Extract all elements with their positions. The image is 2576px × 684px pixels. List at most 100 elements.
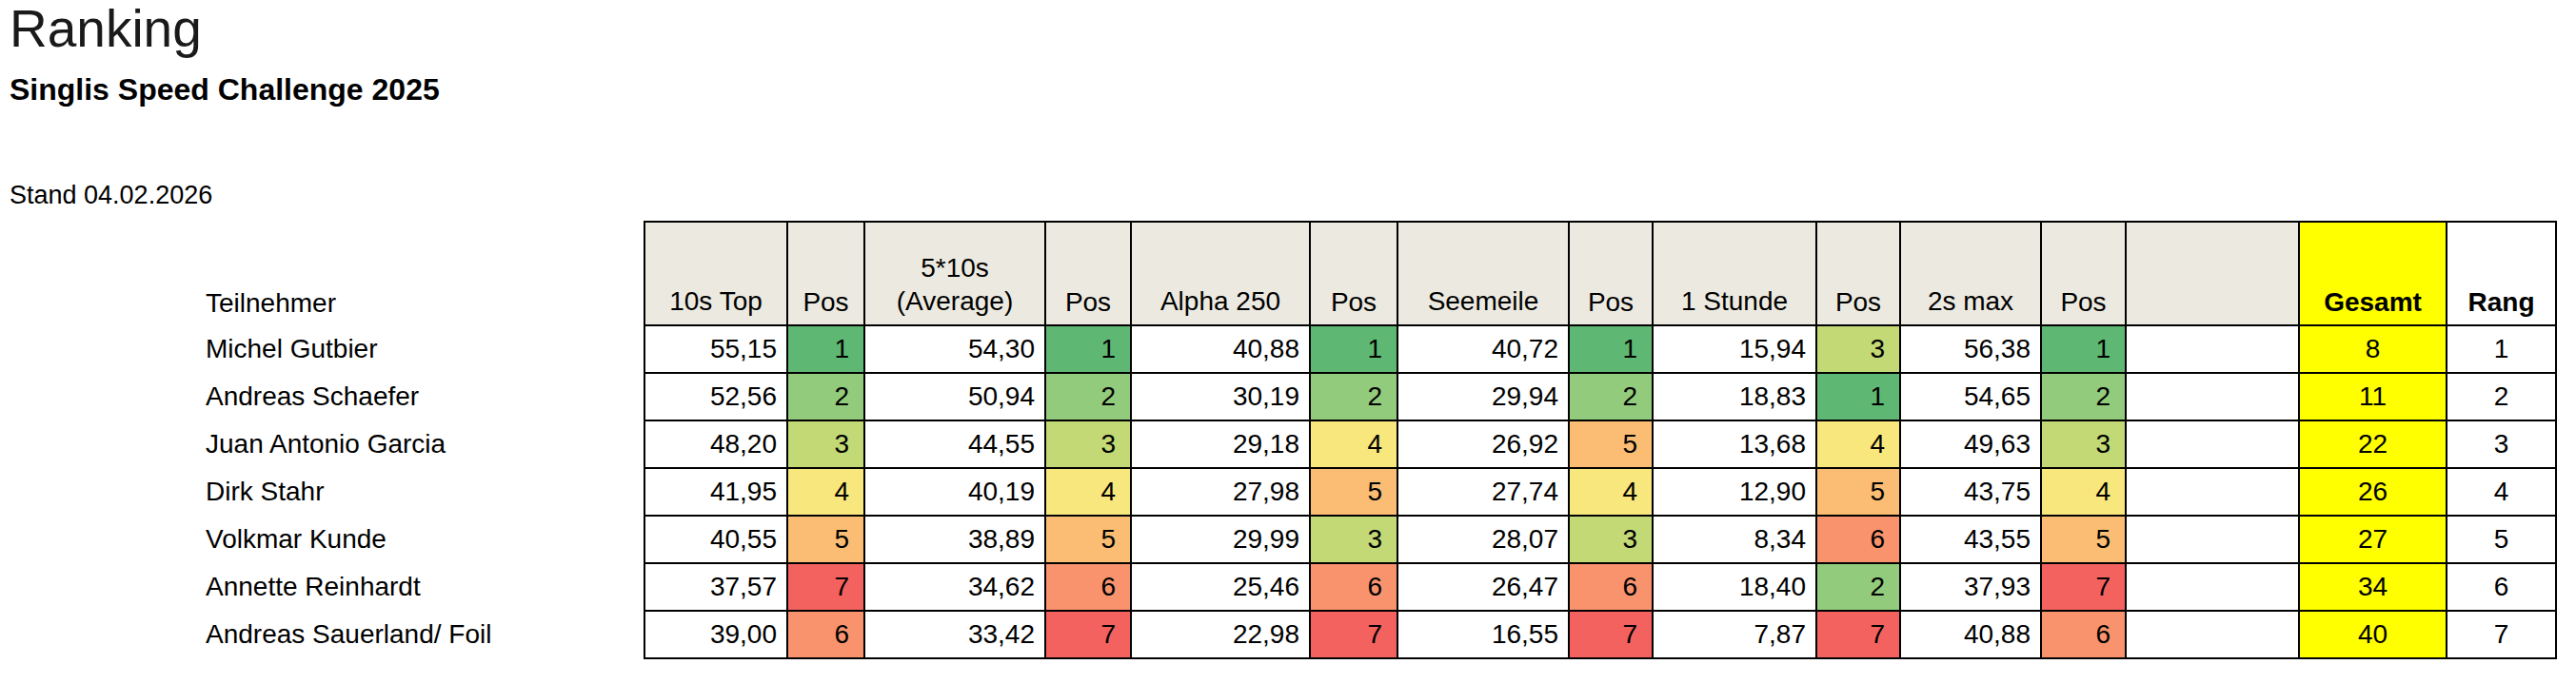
col-header-2s-max[interactable]: 2s max [1900,222,2041,325]
rang-cell[interactable]: 1 [2447,325,2556,373]
value-cell-5x10s-average[interactable]: 40,19 [864,468,1045,516]
value-cell-5x10s-average[interactable]: 38,89 [864,516,1045,563]
gesamt-cell[interactable]: 40 [2299,611,2447,658]
gesamt-cell[interactable]: 27 [2299,516,2447,563]
rang-cell[interactable]: 4 [2447,468,2556,516]
value-cell-5x10s-average[interactable]: 44,55 [864,420,1045,468]
value-cell-alpha-250[interactable]: 30,19 [1131,373,1310,420]
value-cell-alpha-250[interactable]: 22,98 [1131,611,1310,658]
value-cell-1-stunde[interactable]: 15,94 [1653,325,1816,373]
pos-cell-seemeile[interactable]: 2 [1569,373,1653,420]
gesamt-cell[interactable]: 11 [2299,373,2447,420]
pos-cell-2s-max[interactable]: 1 [2041,325,2126,373]
pos-cell-seemeile[interactable]: 4 [1569,468,1653,516]
col-header-pos-10s-top[interactable]: Pos [787,222,864,325]
rang-cell[interactable]: 6 [2447,563,2556,611]
name-cell[interactable]: Andreas Schaefer [204,373,644,420]
pos-cell-10s-top[interactable]: 7 [787,563,864,611]
name-cell[interactable]: Volkmar Kunde [204,516,644,563]
value-cell-1-stunde[interactable]: 12,90 [1653,468,1816,516]
spacer-cell[interactable] [2126,468,2299,516]
gesamt-cell[interactable]: 22 [2299,420,2447,468]
pos-cell-alpha-250[interactable]: 6 [1310,563,1397,611]
value-cell-2s-max[interactable]: 54,65 [1900,373,2041,420]
pos-cell-2s-max[interactable]: 4 [2041,468,2126,516]
pos-cell-1-stunde[interactable]: 4 [1816,420,1900,468]
rang-cell[interactable]: 7 [2447,611,2556,658]
value-cell-10s-top[interactable]: 48,20 [644,420,787,468]
value-cell-seemeile[interactable]: 28,07 [1397,516,1569,563]
spacer-cell[interactable] [2126,516,2299,563]
value-cell-seemeile[interactable]: 40,72 [1397,325,1569,373]
pos-cell-10s-top[interactable]: 2 [787,373,864,420]
pos-cell-2s-max[interactable]: 5 [2041,516,2126,563]
value-cell-2s-max[interactable]: 40,88 [1900,611,2041,658]
pos-cell-1-stunde[interactable]: 6 [1816,516,1900,563]
pos-cell-5x10s-average[interactable]: 2 [1045,373,1131,420]
value-cell-1-stunde[interactable]: 18,40 [1653,563,1816,611]
pos-cell-alpha-250[interactable]: 3 [1310,516,1397,563]
col-header-gesamt[interactable]: Gesamt [2299,222,2447,325]
value-cell-seemeile[interactable]: 26,92 [1397,420,1569,468]
value-cell-alpha-250[interactable]: 29,99 [1131,516,1310,563]
value-cell-alpha-250[interactable]: 29,18 [1131,420,1310,468]
value-cell-10s-top[interactable]: 41,95 [644,468,787,516]
pos-cell-2s-max[interactable]: 2 [2041,373,2126,420]
value-cell-5x10s-average[interactable]: 50,94 [864,373,1045,420]
col-header-pos-5x10s-average[interactable]: Pos [1045,222,1131,325]
pos-cell-1-stunde[interactable]: 7 [1816,611,1900,658]
value-cell-2s-max[interactable]: 49,63 [1900,420,2041,468]
pos-cell-10s-top[interactable]: 6 [787,611,864,658]
rang-cell[interactable]: 5 [2447,516,2556,563]
pos-cell-10s-top[interactable]: 4 [787,468,864,516]
pos-cell-alpha-250[interactable]: 2 [1310,373,1397,420]
gesamt-cell[interactable]: 8 [2299,325,2447,373]
pos-cell-seemeile[interactable]: 3 [1569,516,1653,563]
col-header-seemeile[interactable]: Seemeile [1397,222,1569,325]
pos-cell-1-stunde[interactable]: 1 [1816,373,1900,420]
col-header-pos-alpha-250[interactable]: Pos [1310,222,1397,325]
value-cell-10s-top[interactable]: 52,56 [644,373,787,420]
spacer-cell[interactable] [2126,611,2299,658]
pos-cell-1-stunde[interactable]: 2 [1816,563,1900,611]
value-cell-10s-top[interactable]: 39,00 [644,611,787,658]
pos-cell-1-stunde[interactable]: 5 [1816,468,1900,516]
rang-cell[interactable]: 3 [2447,420,2556,468]
col-header-alpha-250[interactable]: Alpha 250 [1131,222,1310,325]
col-header-pos-1-stunde[interactable]: Pos [1816,222,1900,325]
pos-cell-10s-top[interactable]: 5 [787,516,864,563]
value-cell-5x10s-average[interactable]: 54,30 [864,325,1045,373]
value-cell-seemeile[interactable]: 26,47 [1397,563,1569,611]
pos-cell-2s-max[interactable]: 3 [2041,420,2126,468]
value-cell-alpha-250[interactable]: 40,88 [1131,325,1310,373]
value-cell-1-stunde[interactable]: 18,83 [1653,373,1816,420]
pos-cell-seemeile[interactable]: 7 [1569,611,1653,658]
pos-cell-5x10s-average[interactable]: 7 [1045,611,1131,658]
value-cell-2s-max[interactable]: 37,93 [1900,563,2041,611]
pos-cell-5x10s-average[interactable]: 1 [1045,325,1131,373]
pos-cell-1-stunde[interactable]: 3 [1816,325,1900,373]
value-cell-5x10s-average[interactable]: 33,42 [864,611,1045,658]
col-header-1-stunde[interactable]: 1 Stunde [1653,222,1816,325]
pos-cell-5x10s-average[interactable]: 4 [1045,468,1131,516]
value-cell-alpha-250[interactable]: 27,98 [1131,468,1310,516]
pos-cell-alpha-250[interactable]: 7 [1310,611,1397,658]
name-cell[interactable]: Dirk Stahr [204,468,644,516]
value-cell-seemeile[interactable]: 27,74 [1397,468,1569,516]
spacer-cell[interactable] [2126,563,2299,611]
value-cell-2s-max[interactable]: 43,75 [1900,468,2041,516]
value-cell-10s-top[interactable]: 55,15 [644,325,787,373]
name-cell[interactable]: Juan Antonio Garcia [204,420,644,468]
pos-cell-seemeile[interactable]: 5 [1569,420,1653,468]
value-cell-2s-max[interactable]: 56,38 [1900,325,2041,373]
col-header-10s-top[interactable]: 10s Top [644,222,787,325]
pos-cell-10s-top[interactable]: 3 [787,420,864,468]
pos-cell-alpha-250[interactable]: 4 [1310,420,1397,468]
gesamt-cell[interactable]: 34 [2299,563,2447,611]
value-cell-1-stunde[interactable]: 8,34 [1653,516,1816,563]
col-header-pos-2s-max[interactable]: Pos [2041,222,2126,325]
spacer-cell[interactable] [2126,373,2299,420]
pos-cell-2s-max[interactable]: 6 [2041,611,2126,658]
col-header-pos-seemeile[interactable]: Pos [1569,222,1653,325]
pos-cell-seemeile[interactable]: 1 [1569,325,1653,373]
